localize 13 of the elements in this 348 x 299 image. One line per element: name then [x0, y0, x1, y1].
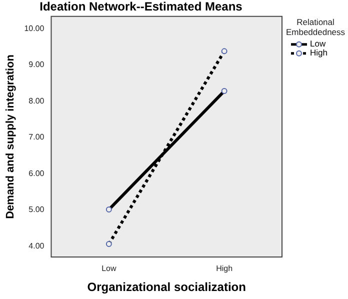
legend-label: Low — [310, 38, 326, 49]
legend-title: Relational Embeddedness — [286, 16, 346, 37]
y-tick-label: 5.00 — [28, 205, 45, 214]
y-tick-label: 6.00 — [28, 168, 45, 178]
x-axis-title: Organizational socialization — [87, 280, 246, 294]
y-tick-label: 7.00 — [28, 132, 45, 142]
y-tick-label: 9.00 — [28, 60, 45, 70]
chart-title: Ideation Network--Estimated Means — [40, 0, 243, 14]
legend-label: High — [310, 48, 328, 58]
y-tick-label: 8.00 — [28, 96, 45, 106]
y-tick-label: 4.00 — [28, 241, 45, 250]
y-axis-title: Demand and supply integration — [4, 54, 17, 219]
y-tick-label: 10.00 — [24, 24, 45, 33]
